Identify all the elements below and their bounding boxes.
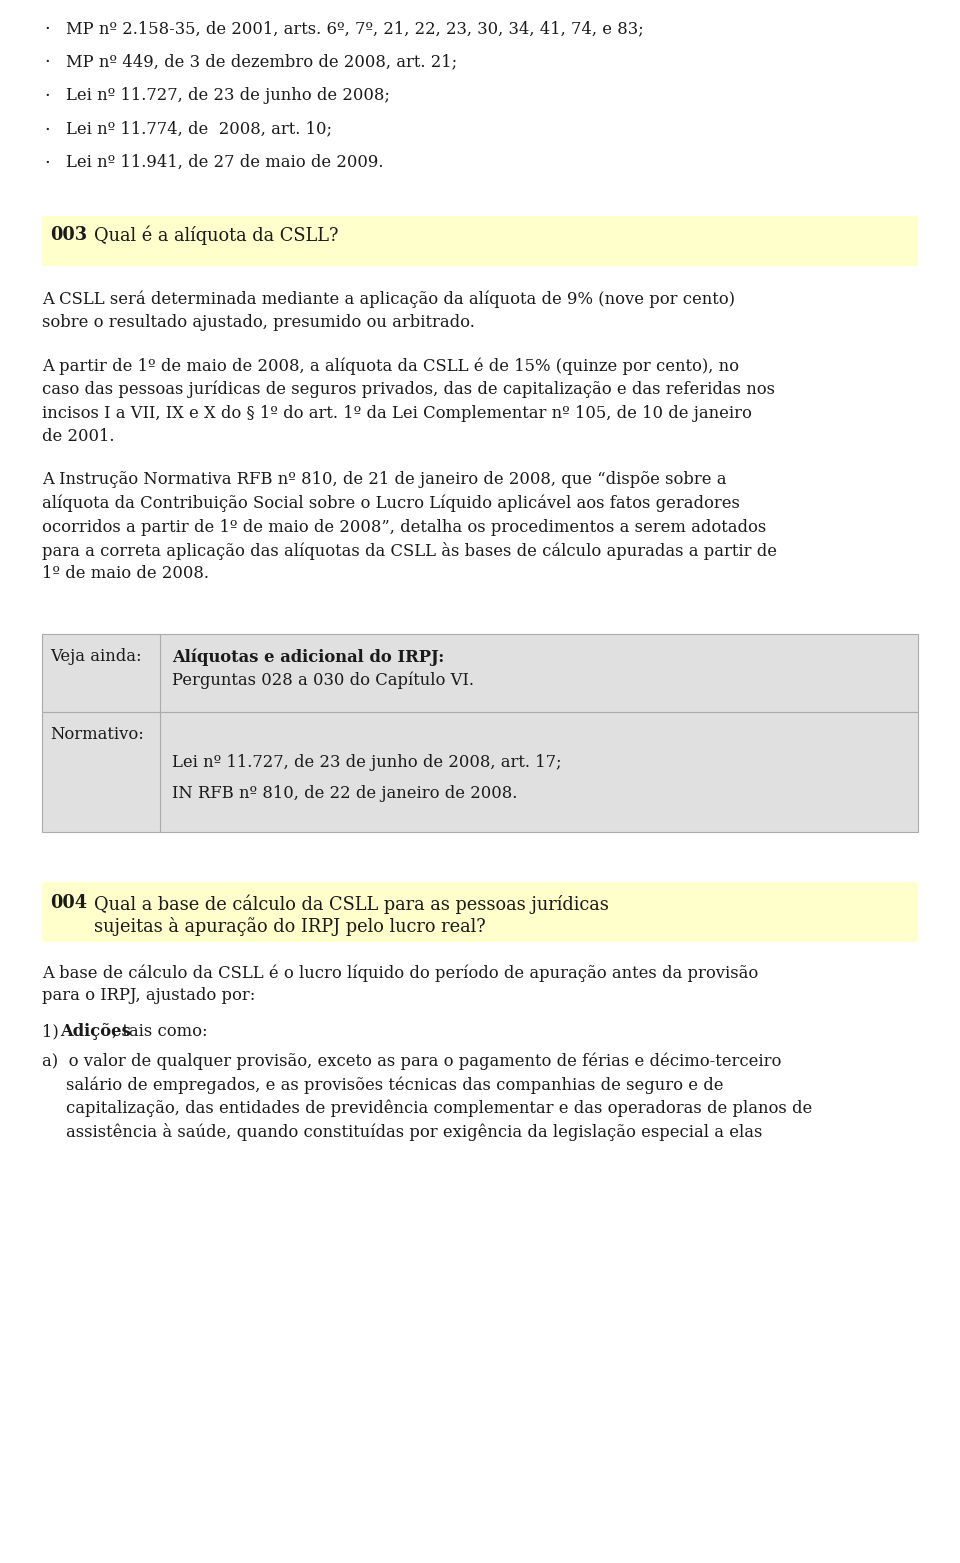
Text: incisos I a VII, IX e X do § 1º do art. 1º da Lei Complementar nº 105, de 10 de : incisos I a VII, IX e X do § 1º do art. … <box>42 405 752 422</box>
Text: 1º de maio de 2008.: 1º de maio de 2008. <box>42 566 209 583</box>
Text: Qual é a alíquota da CSLL?: Qual é a alíquota da CSLL? <box>94 225 339 245</box>
Text: sobre o resultado ajustado, presumido ou arbitrado.: sobre o resultado ajustado, presumido ou… <box>42 314 475 331</box>
Text: ·: · <box>44 53 50 72</box>
Text: 1): 1) <box>42 1024 64 1039</box>
FancyBboxPatch shape <box>42 882 918 942</box>
Text: ·: · <box>44 20 50 38</box>
Text: IN RFB nº 810, de 22 de janeiro de 2008.: IN RFB nº 810, de 22 de janeiro de 2008. <box>172 786 517 802</box>
Text: Lei nº 11.727, de 23 de junho de 2008;: Lei nº 11.727, de 23 de junho de 2008; <box>66 88 390 105</box>
Text: Qual a base de cálculo da CSLL para as pessoas jurídicas: Qual a base de cálculo da CSLL para as p… <box>94 894 609 913</box>
Text: a)  o valor de qualquer provisão, exceto as para o pagamento de férias e décimo-: a) o valor de qualquer provisão, exceto … <box>42 1052 781 1071</box>
FancyBboxPatch shape <box>42 635 918 713</box>
Text: de 2001.: de 2001. <box>42 428 114 445</box>
Text: assistência à saúde, quando constituídas por exigência da legislação especial a : assistência à saúde, quando constituídas… <box>66 1122 762 1141</box>
Text: Lei nº 11.774, de  2008, art. 10;: Lei nº 11.774, de 2008, art. 10; <box>66 120 332 138</box>
Text: ocorridos a partir de 1º de maio de 2008”, detalha os procedimentos a serem adot: ocorridos a partir de 1º de maio de 2008… <box>42 519 766 536</box>
Text: sujeitas à apuração do IRPJ pelo lucro real?: sujeitas à apuração do IRPJ pelo lucro r… <box>94 917 486 936</box>
Text: A Instrução Normativa RFB nº 810, de 21 de janeiro de 2008, que “dispõe sobre a: A Instrução Normativa RFB nº 810, de 21 … <box>42 472 727 489</box>
Text: Veja ainda:: Veja ainda: <box>50 649 142 664</box>
Text: alíquota da Contribuição Social sobre o Lucro Líquido aplicável aos fatos gerado: alíquota da Contribuição Social sobre o … <box>42 495 740 513</box>
Text: A CSLL será determinada mediante a aplicação da alíquota de 9% (nove por cento): A CSLL será determinada mediante a aplic… <box>42 291 735 308</box>
Text: A partir de 1º de maio de 2008, a alíquota da CSLL é de 15% (quinze por cento), : A partir de 1º de maio de 2008, a alíquo… <box>42 358 739 375</box>
Text: Lei nº 11.941, de 27 de maio de 2009.: Lei nº 11.941, de 27 de maio de 2009. <box>66 155 383 170</box>
Text: MP nº 449, de 3 de dezembro de 2008, art. 21;: MP nº 449, de 3 de dezembro de 2008, art… <box>66 53 457 70</box>
Text: Adições: Adições <box>60 1024 131 1039</box>
Text: Lei nº 11.727, de 23 de junho de 2008, art. 17;: Lei nº 11.727, de 23 de junho de 2008, a… <box>172 753 562 771</box>
Text: salário de empregados, e as provisões técnicas das companhias de seguro e de: salário de empregados, e as provisões té… <box>66 1075 724 1094</box>
Text: para a correta aplicação das alíquotas da CSLL às bases de cálculo apuradas a pa: para a correta aplicação das alíquotas d… <box>42 542 777 560</box>
Text: caso das pessoas jurídicas de seguros privados, das de capitalização e das refer: caso das pessoas jurídicas de seguros pr… <box>42 381 775 399</box>
Text: 004: 004 <box>50 894 87 911</box>
Text: Perguntas 028 a 030 do Capítulo VI.: Perguntas 028 a 030 do Capítulo VI. <box>172 672 474 689</box>
Text: A base de cálculo da CSLL é o lucro líquido do período de apuração antes da prov: A base de cálculo da CSLL é o lucro líqu… <box>42 964 758 982</box>
Text: ·: · <box>44 120 50 139</box>
FancyBboxPatch shape <box>42 713 918 832</box>
Text: capitalização, das entidades de previdência complementar e das operadoras de pla: capitalização, das entidades de previdên… <box>66 1099 812 1118</box>
Text: Normativo:: Normativo: <box>50 725 144 742</box>
Text: , tais como:: , tais como: <box>111 1024 207 1039</box>
Text: ·: · <box>44 155 50 172</box>
Text: para o IRPJ, ajustado por:: para o IRPJ, ajustado por: <box>42 988 255 1005</box>
FancyBboxPatch shape <box>42 216 918 266</box>
Text: ·: · <box>44 88 50 105</box>
Text: MP nº 2.158-35, de 2001, arts. 6º, 7º, 21, 22, 23, 30, 34, 41, 74, e 83;: MP nº 2.158-35, de 2001, arts. 6º, 7º, 2… <box>66 20 643 38</box>
Text: Alíquotas e adicional do IRPJ:: Alíquotas e adicional do IRPJ: <box>172 649 444 666</box>
Text: 003: 003 <box>50 225 87 244</box>
